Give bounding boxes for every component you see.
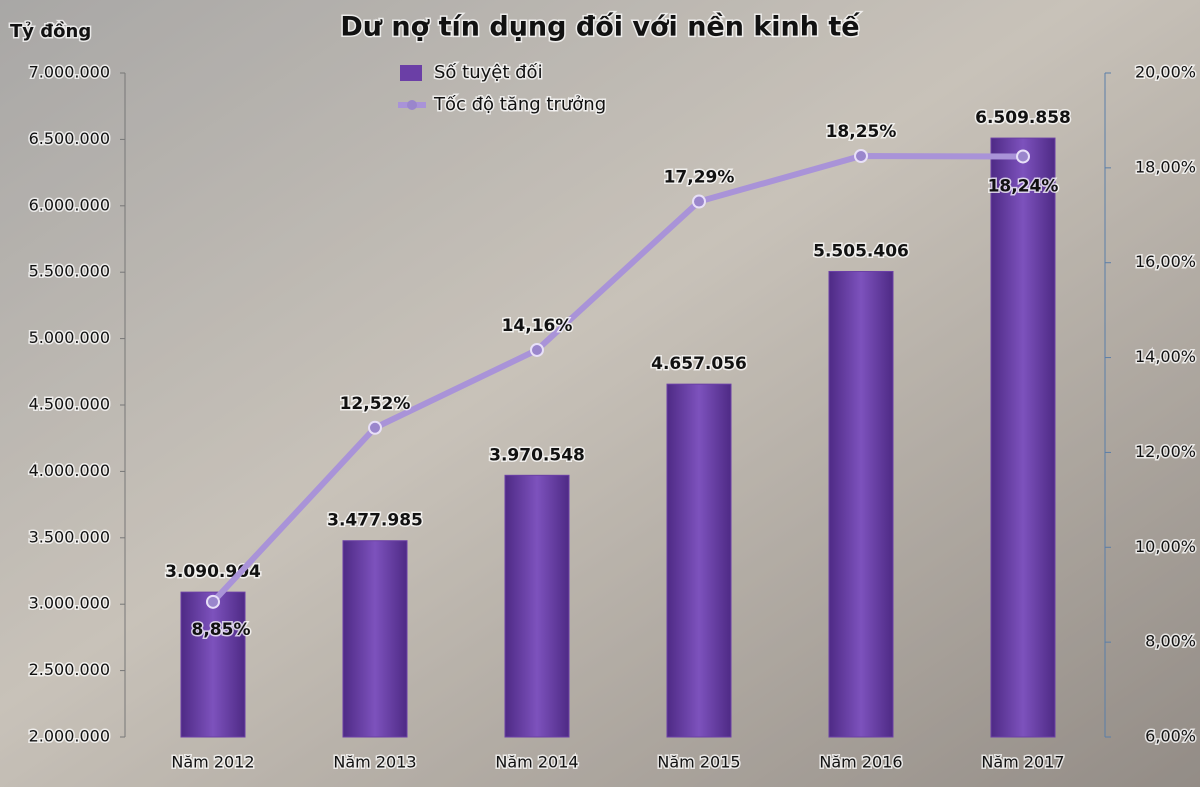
bar [828,270,894,738]
y-tick-label: 6.000.000 [29,195,110,214]
line-value-label: 18,24% [988,176,1059,196]
y2-tick-label: 20,00% [1135,63,1196,82]
bar-value-label: 3.970.548 [489,445,585,465]
line-point [530,342,544,357]
bar [342,540,408,738]
line-point [854,149,868,163]
y2-tick-label: 16,00% [1135,252,1196,271]
line-point [692,194,706,209]
y-tick-label: 3.000.000 [29,594,110,613]
y-tick-label: 2.000.000 [29,727,110,746]
y2-tick-label: 18,00% [1135,157,1196,176]
y-tick-label: 5.000.000 [29,328,110,347]
y2-tick-label: 6,00% [1145,727,1196,746]
legend-swatch [400,65,422,81]
bar [504,474,570,738]
x-tick-label: Năm 2017 [981,753,1064,772]
bar [666,383,732,738]
y-tick-label: 4.000.000 [29,461,110,480]
line-point [1016,149,1030,164]
bar-value-label: 5.505.406 [813,241,909,261]
line [210,152,1024,604]
legend-swatch [407,100,417,110]
y-tick-label: 7.000.000 [29,63,110,82]
line-value-label: 14,16% [502,316,573,336]
y-tick-label: 4.500.000 [29,395,110,414]
bar [180,591,246,738]
line-value-label: 8,85% [192,620,251,640]
y2-tick-label: 12,00% [1135,442,1196,461]
line-value-label: 12,52% [340,394,411,414]
x-tick-label: Năm 2013 [333,753,416,772]
line-point [368,420,382,435]
chart-title: Dư nợ tín dụng đối với nền kinh tế [340,12,860,43]
x-tick-label: Năm 2014 [495,753,578,772]
x-tick-label: Năm 2012 [171,753,254,772]
y2-tick-label: 8,00% [1145,632,1196,651]
y-tick-label: 2.500.000 [29,660,110,679]
bar-value-label: 6.509.858 [975,108,1071,128]
bar [990,137,1056,738]
line-value-label: 17,29% [664,168,735,188]
y-tick-label: 6.500.000 [29,129,110,148]
y-axis-title: Tỷ đồng [10,21,91,42]
line-point [206,594,220,609]
x-tick-label: Năm 2016 [819,753,902,772]
y-tick-label: 5.500.000 [29,262,110,281]
bar-value-label: 4.657.056 [651,354,747,374]
y2-tick-label: 10,00% [1135,537,1196,556]
y-tick-label: 3.500.000 [29,527,110,546]
line-value-label: 18,25% [826,122,897,142]
x-tick-label: Năm 2015 [657,753,740,772]
y2-tick-label: 14,00% [1135,347,1196,366]
legend-label: Tốc độ tăng trưởng [433,94,606,115]
bar-value-label: 3.477.985 [327,511,423,531]
legend-label: Số tuyệt đối [434,62,543,83]
